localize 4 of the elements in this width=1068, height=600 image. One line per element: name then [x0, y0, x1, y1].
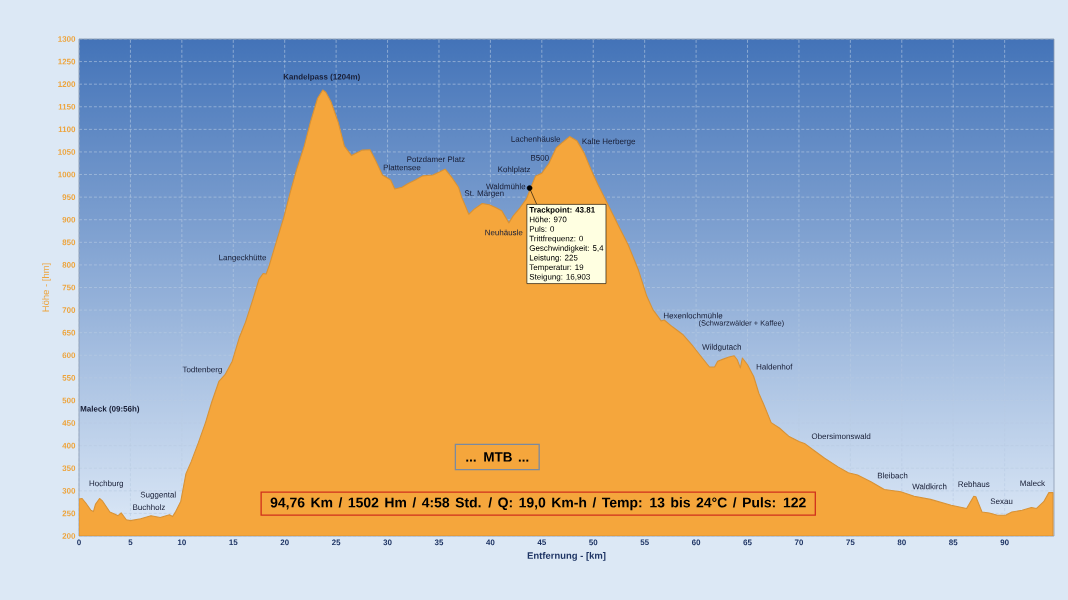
y-axis-title: Höhe - [hm]: [42, 263, 51, 312]
x-axis-title: Entfernung - [km]: [527, 552, 606, 561]
annotation: ... MTB ...: [466, 452, 529, 462]
annotation: 94,76 Km / 1502 Hm / 4:58 Std. / Q: 19,0 Km-h / Temp: 13 bis 24°C / Puls: 122: [270, 497, 806, 511]
